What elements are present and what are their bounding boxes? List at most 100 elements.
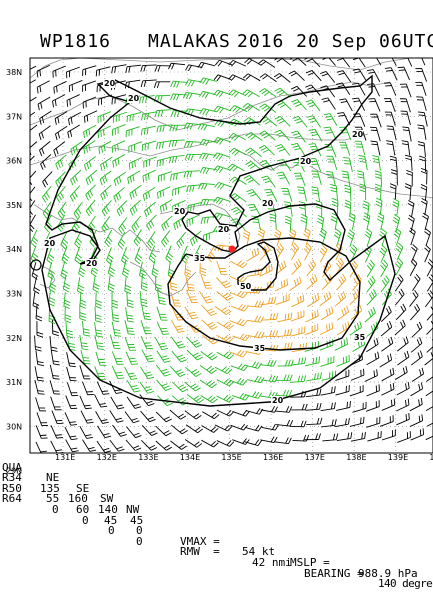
wind-barb — [58, 202, 66, 218]
wind-barb — [156, 412, 172, 422]
wind-barb — [40, 111, 52, 125]
wind-barb — [289, 71, 305, 81]
wind-barb — [402, 141, 410, 156]
wind-barb — [65, 427, 78, 439]
wind-barb — [426, 367, 433, 381]
wind-barb — [80, 292, 86, 308]
wind-barb — [335, 418, 350, 427]
wind-barb — [119, 217, 127, 233]
wind-barb — [37, 81, 49, 94]
wind-barb — [246, 190, 261, 201]
wind-barb — [396, 243, 403, 260]
wind-barb — [108, 260, 115, 277]
wind-barb — [154, 82, 170, 88]
wind-barb — [307, 372, 322, 381]
wind-barb — [125, 277, 131, 293]
wind-barb — [232, 334, 249, 341]
wind-barb — [281, 188, 292, 201]
wind-barb — [37, 412, 48, 425]
wind-barb — [309, 159, 320, 172]
lat-tick-label: 37N — [6, 112, 22, 121]
wind-barb — [80, 426, 93, 438]
wind-barb — [411, 383, 423, 396]
wind-barb — [411, 244, 417, 261]
wind-barb — [185, 307, 198, 319]
wind-barb — [426, 397, 433, 410]
wind-barb — [132, 216, 141, 232]
wind-barb — [291, 100, 306, 110]
wind-barb — [50, 365, 59, 379]
wind-barb — [342, 171, 350, 186]
wind-barb — [290, 277, 302, 291]
wind-barb — [213, 153, 230, 160]
wind-barb — [171, 425, 187, 434]
vmax-label: VMAX = — [180, 537, 220, 548]
wind-barb — [123, 260, 130, 277]
wind-barb — [382, 429, 395, 440]
wind-barb — [140, 367, 154, 379]
contour-label-20: 20 — [174, 207, 186, 216]
wind-barb — [39, 126, 50, 140]
wind-barb — [31, 230, 38, 247]
wind-barb — [214, 75, 231, 81]
wind-barb — [166, 246, 173, 263]
wind-barb — [337, 274, 346, 290]
wind-barb — [400, 84, 411, 97]
wind-barb — [142, 305, 151, 319]
cell-nw: 0 — [136, 526, 143, 537]
lat-tick-label: 35N — [6, 201, 22, 210]
wind-barb — [390, 156, 397, 171]
wind-barb — [395, 320, 405, 335]
wind-barb — [366, 400, 379, 411]
mslp-value: 988.9 hPa — [358, 569, 418, 580]
wind-barb — [352, 402, 366, 412]
wind-barb — [186, 290, 198, 303]
lat-tick-label: 33N — [6, 290, 22, 299]
wind-barb — [229, 60, 246, 66]
wind-barb — [229, 148, 246, 155]
contour-label-35: 35 — [354, 333, 366, 342]
wind-barb — [67, 382, 78, 395]
wind-barb — [84, 125, 96, 138]
wind-barb — [65, 412, 77, 425]
wind-barb — [324, 127, 336, 140]
wind-barb — [61, 232, 68, 249]
wind-barb — [112, 366, 124, 379]
wind-barb — [248, 204, 261, 216]
wind-barb — [171, 320, 184, 332]
wind-barb — [158, 187, 171, 199]
wind-barb — [42, 186, 51, 202]
wind-barb — [291, 404, 307, 410]
wind-barb — [259, 145, 275, 155]
cell-nw: 0 — [136, 537, 143, 548]
wind-barb — [294, 173, 305, 186]
wind-barb — [172, 351, 187, 362]
wind-barb — [336, 258, 344, 275]
wind-barb — [422, 213, 428, 230]
wind-barb — [276, 294, 289, 305]
wind-barb — [410, 398, 422, 411]
wind-barb — [247, 331, 264, 338]
wind-barb — [127, 427, 142, 438]
wind-barb — [143, 187, 155, 200]
wind-barb — [395, 366, 407, 379]
wind-barb — [363, 213, 370, 230]
wind-barb — [39, 141, 50, 156]
wind-barb — [247, 301, 263, 307]
wind-barb — [412, 274, 420, 291]
wind-barb — [421, 168, 427, 184]
wind-barb — [55, 126, 67, 140]
wind-barb — [204, 231, 217, 242]
wind-barb — [141, 126, 155, 135]
contour-label-35: 35 — [254, 344, 266, 353]
wind-barb — [35, 366, 44, 381]
lat-tick-label: 34N — [6, 245, 22, 254]
wind-barb — [357, 171, 364, 186]
wind-barb — [292, 343, 307, 352]
wind-barb — [321, 306, 333, 319]
wind-barb — [339, 142, 350, 155]
wind-barb — [230, 378, 247, 385]
contour-label-20: 20 — [128, 94, 140, 103]
wind-barb — [291, 295, 304, 307]
